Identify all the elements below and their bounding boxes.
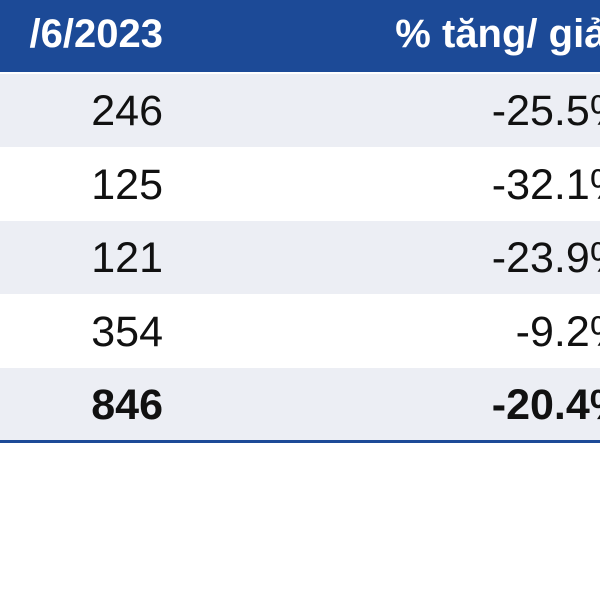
table-cell: 246 (91, 87, 163, 135)
table-cell: -9.2% (515, 308, 600, 356)
bottom-border (0, 440, 600, 443)
table-row: 354 -9.2% (0, 295, 600, 368)
table-row: 846 -20.4% (0, 368, 600, 441)
table-cell: 125 (91, 161, 163, 209)
table-cell: 354 (91, 308, 163, 356)
header-cell: % tăng/ giảm (395, 12, 600, 56)
table-row: 125 -32.1% (0, 148, 600, 221)
table-row: 121 -23.9% (0, 221, 600, 294)
table-cell: -32.1% (491, 161, 600, 209)
table-cell: -25.5% (491, 87, 600, 135)
table-row: 246 -25.5% (0, 74, 600, 147)
table-cell: -23.9% (491, 234, 600, 282)
table-cell: -20.4% (491, 381, 600, 429)
table-cell: 846 (91, 381, 163, 429)
table-cell: 121 (91, 234, 163, 282)
header-row: /6/2023 % tăng/ giảm (0, 0, 600, 72)
header-cell: /6/2023 (29, 12, 163, 56)
